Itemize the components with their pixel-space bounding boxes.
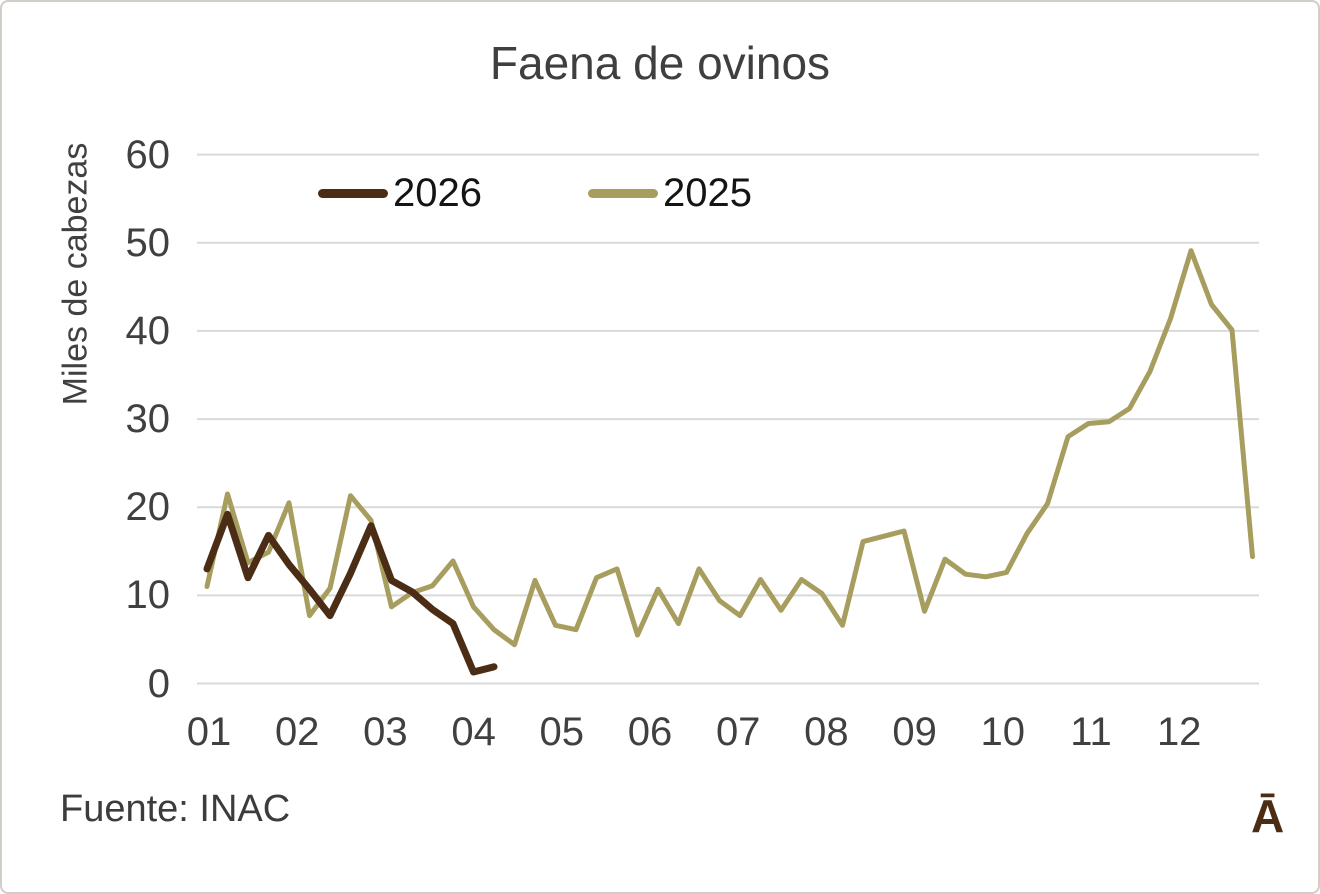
legend-item-2026: 2026	[318, 172, 482, 214]
x-tick-label-02: 02	[274, 710, 320, 754]
x-tick-label-06: 06	[627, 710, 673, 754]
y-tick-label-60: 60	[125, 132, 171, 177]
x-tick-label-12: 12	[1156, 710, 1202, 754]
y-tick-label-50: 50	[125, 220, 171, 265]
y-tick-label-40: 40	[125, 308, 171, 353]
y-tick-label-20: 20	[125, 485, 171, 530]
brand-logo-glyph: Ā	[1251, 790, 1285, 842]
x-tick-label-10: 10	[980, 710, 1026, 754]
x-tick-label-09: 09	[892, 710, 937, 754]
series-line-2025	[204, 248, 1255, 648]
x-tick-label-07: 07	[715, 710, 761, 754]
legend-label-2026: 2026	[393, 171, 482, 215]
x-tick-label-03: 03	[363, 710, 408, 754]
x-tick-label-05: 05	[539, 710, 585, 754]
x-tick-label-01: 01	[186, 710, 232, 754]
legend-item-2025: 2025	[588, 172, 752, 214]
legend-line-swatch-2025	[588, 188, 658, 198]
y-tick-label-10: 10	[125, 573, 171, 618]
series-line-2026	[203, 510, 498, 676]
y-axis-title: Miles de cabezas	[56, 142, 95, 406]
x-tick-label-04: 04	[451, 710, 496, 754]
x-tick-label-08: 08	[804, 710, 849, 754]
x-tick-label-11: 11	[1070, 710, 1112, 754]
y-tick-label-30: 30	[125, 397, 171, 442]
chart-title: Faena de ovinos	[489, 37, 831, 89]
legend-line-swatch-2026	[318, 188, 388, 198]
y-tick-label-0: 0	[147, 661, 170, 706]
source-note: Fuente: INAC	[60, 788, 291, 830]
legend-label-2025: 2025	[663, 171, 752, 215]
